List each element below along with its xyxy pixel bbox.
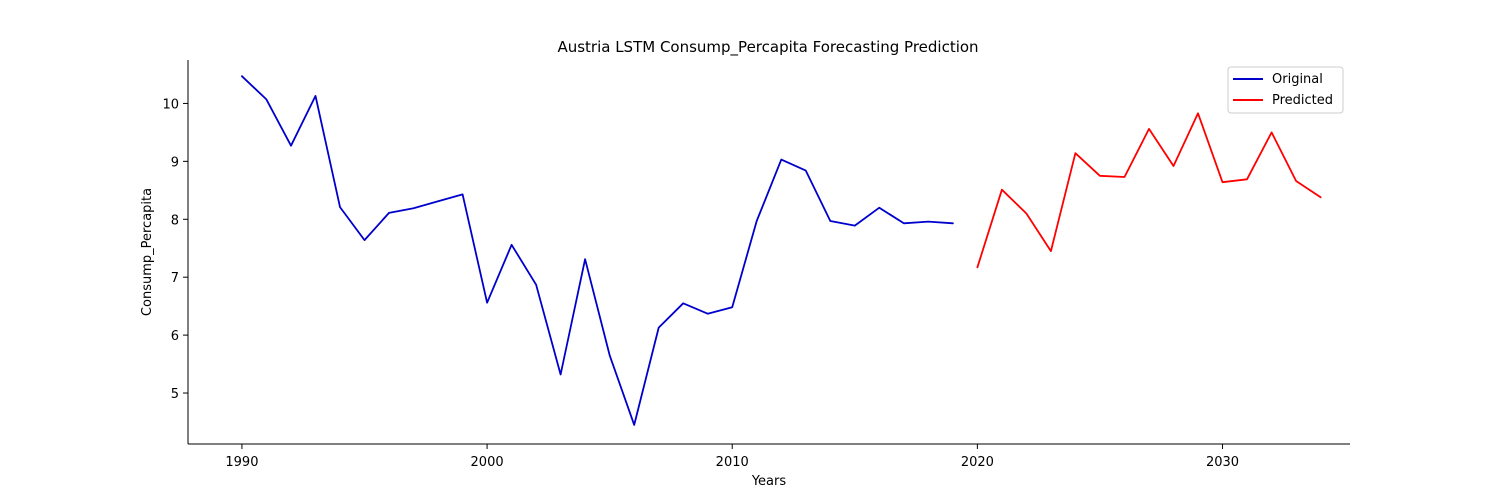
chart-title: Austria LSTM Consump_Percapita Forecasti… <box>557 38 978 57</box>
axes <box>187 60 1350 445</box>
y-ticks: 5 6 7 8 9 10 <box>162 97 188 402</box>
y-tick-label: 9 <box>171 155 179 170</box>
legend-label-predicted: Predicted <box>1272 93 1333 108</box>
series-line-predicted <box>976 112 1322 269</box>
x-tick-label: 2020 <box>961 455 994 470</box>
y-tick-label: 7 <box>171 271 179 286</box>
series-line-original <box>240 75 954 426</box>
y-tick-label: 10 <box>162 97 179 112</box>
series-layer <box>240 75 1322 426</box>
x-tick-label: 2000 <box>471 455 504 470</box>
legend: Original Predicted <box>1227 66 1344 114</box>
x-axis-label: Years <box>751 474 787 489</box>
x-tick-label: 2010 <box>716 455 749 470</box>
x-ticks: 1990 2000 2010 2020 2030 <box>225 444 1239 470</box>
x-tick-label: 2030 <box>1206 455 1239 470</box>
y-axis-label: Consump_Percapita <box>140 188 155 316</box>
legend-label-original: Original <box>1272 72 1323 87</box>
x-tick-label: 1990 <box>225 455 258 470</box>
y-tick-label: 8 <box>171 213 179 228</box>
y-tick-label: 6 <box>171 329 179 344</box>
y-tick-label: 5 <box>171 387 179 402</box>
